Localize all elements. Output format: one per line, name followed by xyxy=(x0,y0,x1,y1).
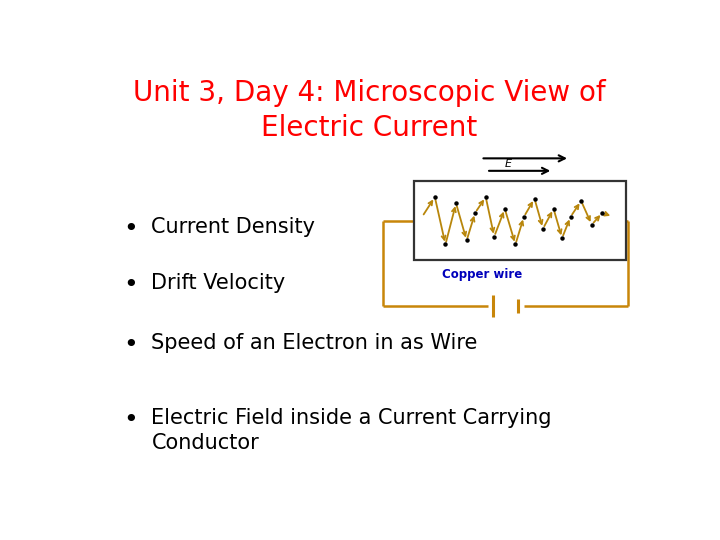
Text: •: • xyxy=(124,408,138,432)
Text: Copper wire: Copper wire xyxy=(441,268,522,281)
Text: Speed of an Electron in as Wire: Speed of an Electron in as Wire xyxy=(151,333,478,353)
Text: Unit 3, Day 4: Microscopic View of
Electric Current: Unit 3, Day 4: Microscopic View of Elect… xyxy=(132,79,606,142)
Text: •: • xyxy=(124,217,138,240)
Text: •: • xyxy=(124,333,138,357)
Bar xyxy=(414,181,626,260)
Text: •: • xyxy=(124,273,138,296)
Text: E: E xyxy=(505,159,512,168)
Text: Current Density: Current Density xyxy=(151,217,315,237)
Text: Electric Field inside a Current Carrying
Conductor: Electric Field inside a Current Carrying… xyxy=(151,408,552,453)
Text: Drift Velocity: Drift Velocity xyxy=(151,273,286,293)
